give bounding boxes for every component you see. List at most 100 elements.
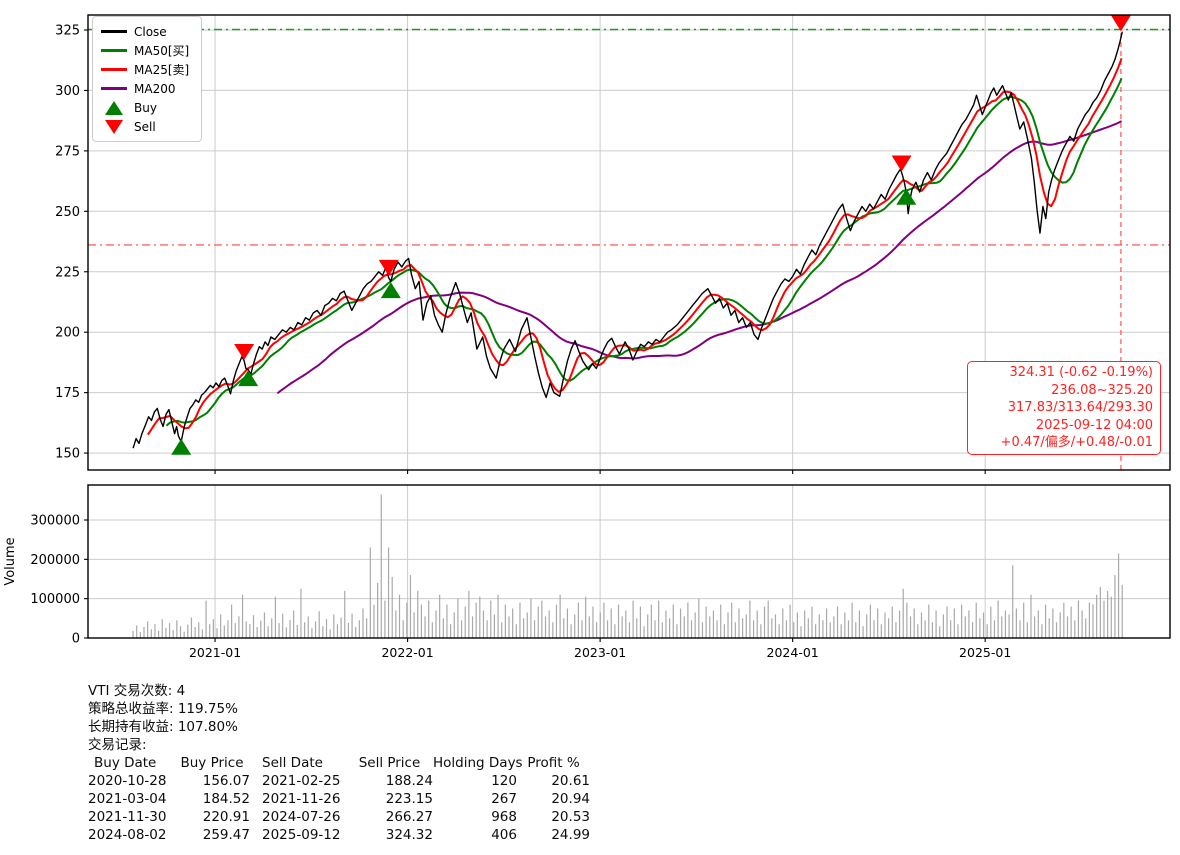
stat-buyhold-return: 长期持有收益: 107.80% — [88, 719, 238, 735]
trade-table-cell: 184.52 — [202, 791, 250, 807]
trade-table-cell: 24.99 — [551, 827, 590, 843]
trade-table-cell: 968 — [491, 809, 517, 825]
gridlines — [88, 15, 1170, 639]
trade-table-header: Buy Date — [94, 755, 157, 771]
buy-marker — [380, 282, 401, 299]
xtick-label: 2022-01 — [381, 645, 433, 660]
legend: Close MA50[买] MA25[卖] MA200 Buy Sell — [92, 16, 203, 142]
price-ytick-label: 275 — [55, 144, 80, 159]
trade-table-cell: 20.61 — [551, 773, 590, 789]
volume-ytick-label: 0 — [72, 632, 80, 647]
trade-table-cell: 156.07 — [202, 773, 250, 789]
trade-table-cell: 20.94 — [551, 791, 590, 807]
xtick-label: 2024-01 — [767, 645, 819, 660]
price-ytick-label: 200 — [55, 326, 80, 341]
trade-table-cell: 2024-07-26 — [262, 809, 341, 825]
close-line — [132, 31, 1123, 449]
legend-item-close: Close — [101, 22, 189, 41]
legend-item-ma25-: MA25[卖] — [101, 60, 189, 79]
xtick-label: 2025-01 — [959, 645, 1011, 660]
trade-table-cell: 406 — [491, 827, 517, 843]
trade-table-cell: 259.47 — [202, 827, 250, 843]
legend-label: Sell — [134, 119, 156, 134]
legend-line-swatch — [101, 68, 127, 71]
buy-markers — [171, 188, 917, 455]
stat-trades-title: 交易记录: — [88, 737, 147, 753]
legend-line-swatch — [101, 30, 127, 33]
volume-axis-label: Volume — [3, 537, 18, 585]
sell-markers — [234, 15, 1131, 361]
price-ytick-label: 300 — [55, 84, 80, 99]
trade-table-header: Sell Price — [358, 755, 421, 771]
legend-label: Close — [134, 24, 167, 39]
sell-marker — [378, 259, 399, 276]
sell-triangle-icon — [101, 119, 127, 134]
stat-trade-count: VTI 交易次数: 4 — [88, 683, 186, 699]
trade-table-cell: 2021-02-25 — [262, 773, 341, 789]
legend-line-swatch — [101, 49, 127, 52]
trade-table-header: Holding Days — [433, 755, 523, 771]
legend-label: MA25[卖] — [134, 63, 190, 77]
sell-marker — [1110, 15, 1131, 32]
ma-lines — [147, 57, 1123, 436]
legend-item-buy: Buy — [101, 98, 189, 117]
stat-strategy-return: 策略总收益率: 119.75% — [88, 701, 238, 717]
price-volume-chart: 150 175 200 225 250 275 300 325 0 100000 200000 300… — [3, 14, 1171, 660]
buy-marker — [171, 438, 192, 455]
sell-marker — [234, 344, 255, 361]
buy-marker — [238, 370, 259, 387]
annotation-line: 2025-09-12 04:00 — [1035, 417, 1153, 433]
legend-label: Buy — [134, 100, 157, 115]
trade-table-cell: 2021-11-26 — [262, 791, 341, 807]
trade-table-cell: 324.32 — [385, 827, 433, 843]
price-ytick-label: 225 — [55, 265, 80, 280]
buy-marker — [896, 188, 917, 205]
legend-item-ma200: MA200 — [101, 79, 189, 98]
trade-table: Buy Date Buy Price Sell Date Sell Price Hold… — [88, 754, 590, 844]
volume-bars — [132, 494, 1123, 638]
trade-table-cell: 188.24 — [385, 773, 433, 789]
price-ytick-label: 250 — [55, 205, 80, 220]
legend-label: MA50[买] — [134, 44, 190, 58]
trade-table-header: Buy Price — [180, 755, 244, 771]
legend-label: MA200 — [134, 81, 176, 96]
trade-table-cell: 2025-09-12 — [262, 827, 341, 843]
trade-table-cell: 120 — [491, 773, 517, 789]
annotation-line: 236.08~325.20 — [1051, 382, 1153, 398]
price-ytick-label: 150 — [55, 447, 80, 462]
trade-table-cell: 220.91 — [202, 809, 250, 825]
volume-ytick-label: 200000 — [30, 553, 80, 568]
trade-table-cell: 266.27 — [385, 809, 433, 825]
axes-frame — [87, 14, 1171, 639]
trade-table-cell: 2020-10-28 — [88, 773, 167, 789]
legend-item-sell: Sell — [101, 117, 189, 136]
xtick-label: 2021-01 — [189, 645, 241, 660]
trade-table-cell: 223.15 — [385, 791, 433, 807]
annotation-line: +0.47/偏多/+0.48/-0.01 — [1000, 435, 1153, 451]
annotation-box: 324.31 (-0.62 -0.19%) 236.08~325.20 317.83… — [967, 361, 1161, 455]
trade-table-cell: 2024-08-02 — [88, 827, 167, 843]
annotation-line: 324.31 (-0.62 -0.19%) — [1009, 365, 1153, 380]
stats-block: VTI 交易次数: 4 策略总收益率: 119.75% 长期持有收益: 107.… — [88, 682, 590, 844]
axis-ticks-labels: 150 175 200 225 250 275 300 325 0 100000 200000 300… — [3, 23, 1011, 660]
price-ytick-label: 325 — [55, 23, 80, 38]
legend-item-ma50-: MA50[买] — [101, 41, 189, 60]
ma-line-MA25 — [147, 57, 1123, 436]
buy-triangle-icon — [101, 100, 127, 115]
trade-table-cell: 2021-11-30 — [88, 809, 167, 825]
ma-line-MA200 — [276, 120, 1123, 395]
volume-ytick-label: 300000 — [30, 514, 80, 529]
ma-line-MA50 — [165, 77, 1123, 427]
volume-ytick-label: 100000 — [30, 592, 80, 607]
sell-marker — [891, 155, 912, 172]
trade-table-header: Profit % — [527, 755, 580, 771]
legend-line-swatch — [101, 87, 127, 90]
trade-table-cell: 267 — [491, 791, 517, 807]
trade-table-cell: 2021-03-04 — [88, 791, 167, 807]
xtick-label: 2023-01 — [574, 645, 626, 660]
trade-table-header: Sell Date — [262, 755, 323, 771]
price-ytick-label: 175 — [55, 386, 80, 401]
annotation-line: 317.83/313.64/293.30 — [1007, 400, 1153, 416]
trade-table-cell: 20.53 — [551, 809, 590, 825]
